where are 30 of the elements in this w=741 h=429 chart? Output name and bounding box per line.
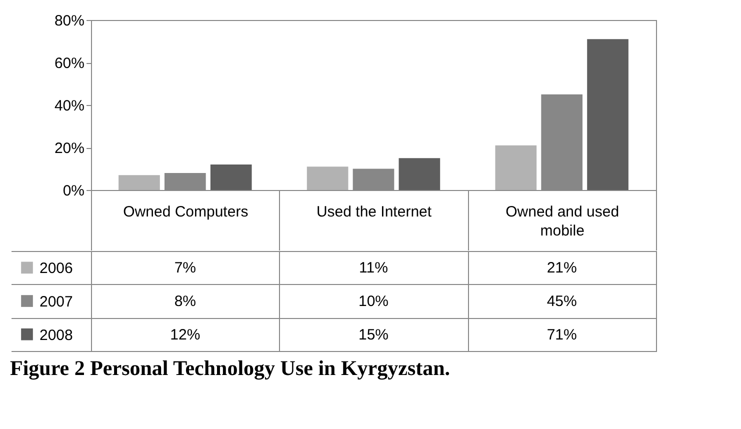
- data-label: 45%: [546, 293, 577, 310]
- y-tick-label: 20%: [54, 140, 84, 157]
- x-tick-label: Owned Computers: [123, 204, 248, 220]
- bar: [495, 145, 537, 190]
- bar: [541, 94, 583, 190]
- bar: [118, 175, 160, 190]
- bar: [306, 166, 348, 190]
- bar: [398, 158, 440, 190]
- legend-label: 2006: [40, 260, 73, 278]
- legend-label: 2008: [40, 326, 73, 344]
- y-tick-label: 40%: [54, 98, 84, 114]
- x-tick-label: Owned and used mobile: [506, 204, 620, 240]
- y-tick-label: 0%: [62, 182, 84, 200]
- text: Figure 2 Personal Technology Use in Kyrgyzstan.: [10, 356, 450, 380]
- data-label: 7%: [174, 260, 196, 277]
- bar: [352, 168, 394, 190]
- bar: [587, 39, 628, 190]
- bar: [210, 164, 252, 190]
- x-tick-label: Used the Internet: [316, 204, 432, 220]
- bar: [164, 173, 206, 190]
- data-label: 10%: [358, 293, 389, 310]
- y-tick-label: 60%: [54, 55, 84, 72]
- data-label: 21%: [546, 260, 577, 277]
- data-label: 11%: [359, 260, 388, 277]
- data-label: 12%: [170, 326, 200, 344]
- data-label: 71%: [546, 326, 577, 344]
- data-label: 15%: [358, 326, 389, 344]
- y-tick-label: 80%: [54, 12, 84, 30]
- legend-label: 2007: [40, 294, 73, 310]
- data-label: 8%: [174, 293, 196, 310]
